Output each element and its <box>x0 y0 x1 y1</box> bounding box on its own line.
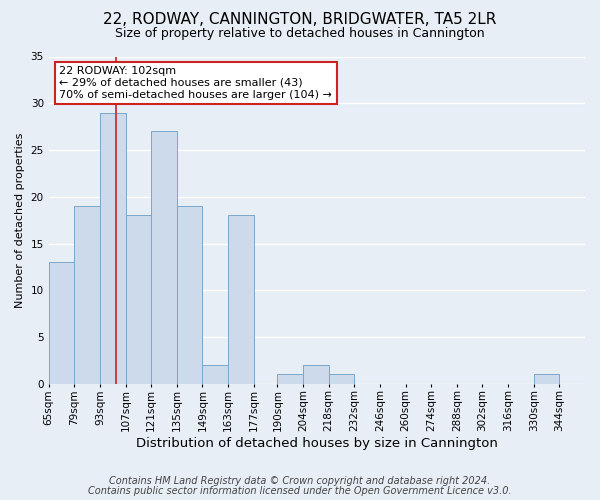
Bar <box>125 216 151 384</box>
Bar <box>100 112 125 384</box>
X-axis label: Distribution of detached houses by size in Cannington: Distribution of detached houses by size … <box>136 437 498 450</box>
Bar <box>202 365 228 384</box>
Bar <box>329 374 355 384</box>
Text: 22, RODWAY, CANNINGTON, BRIDGWATER, TA5 2LR: 22, RODWAY, CANNINGTON, BRIDGWATER, TA5 … <box>103 12 497 28</box>
Bar <box>228 216 254 384</box>
Bar <box>177 206 202 384</box>
Text: 22 RODWAY: 102sqm
← 29% of detached houses are smaller (43)
70% of semi-detached: 22 RODWAY: 102sqm ← 29% of detached hous… <box>59 66 332 100</box>
Bar <box>534 374 559 384</box>
Text: Contains HM Land Registry data © Crown copyright and database right 2024.: Contains HM Land Registry data © Crown c… <box>109 476 491 486</box>
Bar <box>49 262 74 384</box>
Text: Contains public sector information licensed under the Open Government Licence v3: Contains public sector information licen… <box>88 486 512 496</box>
Bar <box>74 206 100 384</box>
Text: Size of property relative to detached houses in Cannington: Size of property relative to detached ho… <box>115 28 485 40</box>
Bar <box>303 365 329 384</box>
Y-axis label: Number of detached properties: Number of detached properties <box>15 132 25 308</box>
Bar <box>277 374 303 384</box>
Bar <box>151 132 177 384</box>
